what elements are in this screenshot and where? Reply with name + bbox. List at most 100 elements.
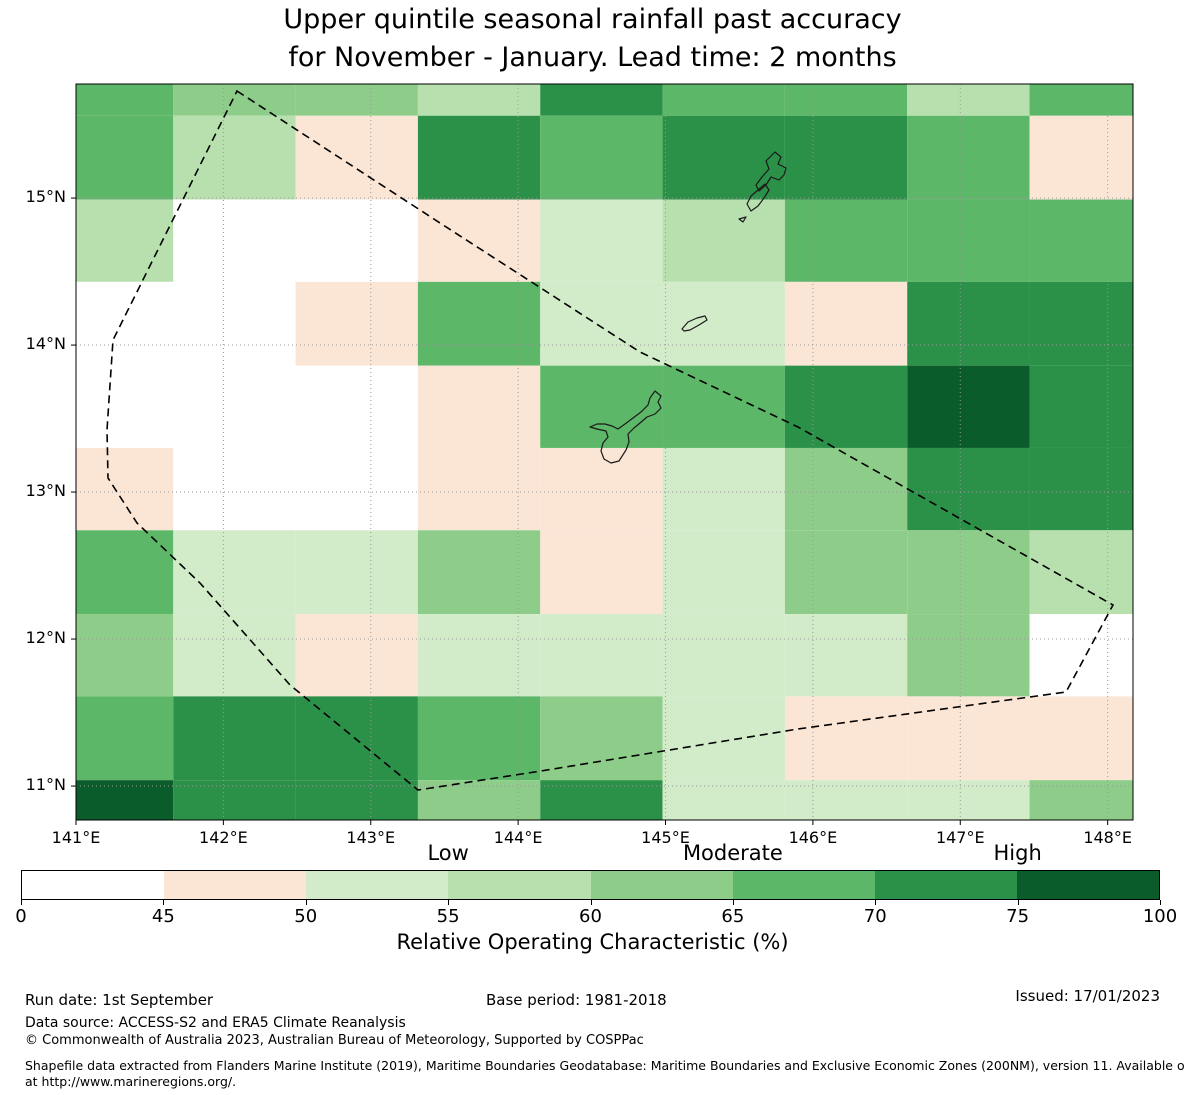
grid-cell [417,199,541,282]
colorbar-segment-G6 [1016,871,1159,899]
plot-border [75,83,1134,821]
grid-cell [907,614,1030,697]
colorbar-segment-G5 [874,871,1017,899]
colorbar-tick-mark [163,900,165,905]
grid-cell [907,199,1030,282]
grid-cell [662,614,785,697]
grid-cell [662,530,785,615]
grid-cell [1029,447,1133,531]
grid-cell [173,199,296,282]
grid-cell [417,614,541,697]
colorbar-tick-label: 0 [15,906,27,927]
grid-cell [295,281,418,366]
grid-cell [76,447,174,531]
grid-cell [540,780,663,820]
grid-cell [784,780,908,820]
grid-cell [662,84,785,116]
grid-cell [295,199,418,282]
colorbar-segment-G3 [590,871,733,899]
chart-title-line2: for November - January. Lead time: 2 mon… [288,42,897,73]
issued-date-text: Issued: 17/01/2023 [1015,987,1160,1005]
colorbar-segment-G2 [448,871,591,899]
grid-cell [907,447,1030,531]
grid-cell [173,84,296,116]
colorbar-tick-mark [305,900,307,905]
island-outline-rota [681,315,708,332]
grid-cell [784,115,908,200]
grid-cell [1029,281,1133,366]
grid-cell [173,447,296,531]
colorbar-category-label-high: High [993,841,1042,865]
grid-cell [76,115,174,200]
y-axis-tick-label: 11°N [25,775,66,795]
grid-cell [417,530,541,615]
colorbar-segment-W [22,871,165,899]
colorbar-tick-mark [1017,900,1019,905]
grid-cell [540,365,663,448]
grid-cell [173,696,296,781]
colorbar-category-label-moderate: Moderate [682,841,783,865]
grid-cell [784,281,908,366]
x-axis-tick-label: 148°E [1083,828,1132,847]
colorbar-tick-label: 70 [863,906,887,927]
grid-cell [173,614,296,697]
grid-cell [1029,115,1133,200]
grid-cell [76,84,174,116]
grid-cell [907,780,1030,820]
island-outline-tinian [746,183,770,212]
grid-cell [76,530,174,615]
grid-cell [295,365,418,448]
grid-cell [784,614,908,697]
grid-cell [662,780,785,820]
data-source-text: Data source: ACCESS-S2 and ERA5 Climate … [25,1015,406,1031]
colorbar-tick-mark [732,900,734,905]
grid-cell [907,696,1030,781]
y-axis-tick-label: 15°N [25,187,66,207]
grid-cell [76,365,174,448]
grid-cell [76,199,174,282]
grid-cell [784,696,908,781]
grid-cell [540,530,663,615]
x-axis-tick-label: 141°E [51,828,101,847]
grid-cell [907,530,1030,615]
colorbar-tick-mark [590,900,592,905]
island-outline-guam [589,390,662,464]
grid-cell [417,365,541,448]
base-period-text: Base period: 1981-2018 [486,991,667,1009]
grid-cell [173,281,296,366]
grid-cell [1029,614,1133,697]
colorbar-tick-label: 60 [579,906,602,927]
grid-cell [784,447,908,531]
colorbar [21,870,1160,900]
grid-cell [76,780,174,820]
grid-cell [540,115,663,200]
grid-cell [907,84,1030,116]
grid-cell [662,281,785,366]
grid-cell [907,281,1030,366]
colorbar-segment-G4 [732,871,875,899]
copyright-text: © Commonwealth of Australia 2023, Austra… [25,1033,644,1048]
colorbar-tick-label: 100 [1142,906,1178,927]
grid-cell [662,447,785,531]
colorbar-tick-label: 45 [151,906,175,927]
colorbar-tick-label: 50 [294,906,318,927]
colorbar-segment-P [164,871,307,899]
grid-cell [540,696,663,781]
x-axis-tick-label: 146°E [788,828,838,847]
grid-cell [907,365,1030,448]
x-axis-tick-label: 145°E [641,828,690,847]
grid-cell [1029,696,1133,781]
grid-cell [907,115,1030,200]
grid-cell [1029,84,1133,116]
colorbar-tick-mark [875,900,877,905]
grid-cell [295,780,418,820]
grid-cell [1029,365,1133,448]
grid-cell [784,199,908,282]
grid-cell [295,696,418,781]
grid-cell [295,84,418,116]
shapefile-attribution-line2: at http://www.marineregions.org/. [25,1074,237,1089]
x-axis-tick-label: 143°E [346,828,396,847]
grid-cell [662,365,785,448]
grid-cell [784,84,908,116]
